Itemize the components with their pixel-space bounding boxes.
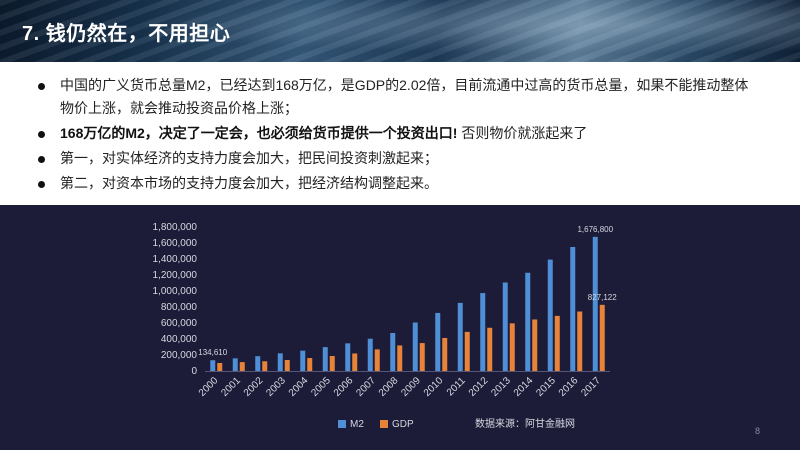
- y-tick-label: 600,000: [161, 318, 198, 329]
- x-tick-label: 2002: [242, 375, 266, 399]
- bar-gdp: [464, 331, 470, 371]
- bar-m2: [277, 353, 283, 371]
- x-tick-label: 2013: [489, 375, 513, 399]
- bar-m2: [480, 293, 486, 371]
- y-tick-label: 1,800,000: [153, 222, 198, 233]
- bar-gdp: [352, 353, 358, 371]
- legend-label-m2: M2: [350, 419, 364, 430]
- legend-swatch-gdp: [380, 420, 388, 428]
- bar-gdp: [397, 345, 403, 371]
- data-label: 134,610: [198, 348, 227, 357]
- data-label: 1,676,800: [577, 225, 613, 234]
- data-label: 827,122: [588, 293, 617, 302]
- bar-gdp: [577, 311, 583, 371]
- bullet-dot-icon: [38, 131, 45, 138]
- y-tick-label: 0: [191, 366, 197, 377]
- x-tick-label: 2015: [534, 375, 558, 399]
- bullet-text: 第二，对资本市场的支持力度会加大，把经济结构调整起来。: [60, 175, 438, 191]
- bar-chart: 0 200,000 400,000 600,000 800,000 1,000,000 1,…: [153, 222, 618, 430]
- page-number: 8: [754, 426, 760, 436]
- bullet-list: 中国的广义货币总量M2，已经达到168万亿，是GDP的2.02倍，目前流通中过高…: [38, 74, 760, 197]
- bullet-item: 第一，对实体经济的支持力度会加大，把民间投资刺激起来；: [38, 147, 760, 170]
- y-tick-label: 800,000: [161, 302, 198, 313]
- x-tick-label: 2005: [309, 375, 333, 399]
- bar-gdp: [374, 349, 380, 371]
- bar-m2: [255, 356, 261, 371]
- bar-m2: [592, 236, 598, 371]
- bar-gdp: [262, 361, 268, 371]
- y-tick-label: 400,000: [161, 334, 198, 345]
- bullet-bold-text: 168万亿的M2，决定了一定会，也必须给货币提供一个投资出口!: [60, 125, 458, 141]
- y-tick-label: 1,000,000: [153, 286, 198, 297]
- source-note: 数据来源：阿甘金融网: [475, 417, 575, 430]
- bar-gdp: [487, 327, 493, 371]
- y-tick-label: 1,200,000: [153, 270, 198, 281]
- bullet-item: 168万亿的M2，决定了一定会，也必须给货币提供一个投资出口! 否则物价就涨起来…: [38, 122, 760, 145]
- bar-m2: [390, 332, 396, 371]
- bar-gdp: [419, 343, 425, 371]
- bullet-dot-icon: [38, 83, 45, 90]
- bar-gdp: [284, 360, 290, 371]
- bar-gdp: [307, 358, 313, 371]
- x-tick-label: 2011: [445, 375, 468, 398]
- bar-m2: [412, 322, 418, 371]
- bar-m2: [300, 350, 306, 371]
- bar-m2: [322, 347, 328, 371]
- x-tick-label: 2001: [219, 375, 243, 399]
- bar-m2: [210, 360, 216, 371]
- x-tick-label: 2012: [467, 375, 491, 399]
- bar-m2: [367, 338, 373, 371]
- bullet-text: 中国的广义货币总量M2，已经达到168万亿，是GDP的2.02倍，目前流通中过高…: [60, 77, 749, 116]
- bar-gdp: [599, 304, 605, 371]
- bar-gdp: [509, 323, 515, 371]
- bar-gdp: [329, 356, 335, 371]
- bullet-dot-icon: [38, 181, 45, 188]
- bar-m2: [525, 272, 531, 371]
- bar-gdp: [532, 319, 538, 371]
- x-tick-label: 2010: [422, 375, 446, 399]
- bullet-text: 否则物价就涨起来了: [457, 125, 588, 141]
- x-tick-label: 2016: [557, 375, 581, 399]
- bar-m2: [345, 343, 351, 371]
- bullet-item: 第二，对资本市场的支持力度会加大，把经济结构调整起来。: [38, 172, 760, 195]
- legend-swatch-m2: [338, 420, 346, 428]
- chart-panel: 0 200,000 400,000 600,000 800,000 1,000,000 1,…: [0, 205, 800, 450]
- y-tick-label: 200,000: [161, 350, 198, 361]
- bullet-dot-icon: [38, 156, 45, 163]
- header-banner: 7. 钱仍然在，不用担心: [0, 0, 800, 62]
- x-tick-label: 2003: [264, 375, 288, 399]
- bullet-text: 第一，对实体经济的支持力度会加大，把民间投资刺激起来；: [60, 150, 438, 166]
- bar-m2: [232, 358, 238, 371]
- bar-m2: [457, 302, 463, 371]
- bar-m2: [502, 282, 508, 371]
- y-tick-label: 1,400,000: [153, 254, 198, 265]
- page-title: 7. 钱仍然在，不用担心: [22, 23, 231, 45]
- x-tick-label: 2008: [377, 375, 401, 399]
- x-tick-label: 2004: [287, 375, 311, 399]
- bar-gdp: [239, 362, 245, 371]
- bar-m2: [435, 312, 441, 371]
- x-tick-label: 2009: [399, 375, 423, 399]
- x-tick-label: 2014: [512, 375, 536, 399]
- bar-gdp: [554, 315, 560, 371]
- y-tick-label: 1,600,000: [153, 238, 198, 249]
- bullet-item: 中国的广义货币总量M2，已经达到168万亿，是GDP的2.02倍，目前流通中过高…: [38, 74, 760, 120]
- bar-m2: [547, 259, 553, 371]
- x-tick-label: 2007: [354, 375, 378, 399]
- bar-m2: [570, 246, 576, 371]
- bar-gdp: [217, 362, 223, 371]
- legend-label-gdp: GDP: [392, 419, 414, 430]
- bar-gdp: [442, 337, 448, 371]
- x-tick-label: 2017: [579, 375, 603, 399]
- x-tick-label: 2000: [197, 375, 221, 399]
- x-tick-label: 2006: [332, 375, 356, 399]
